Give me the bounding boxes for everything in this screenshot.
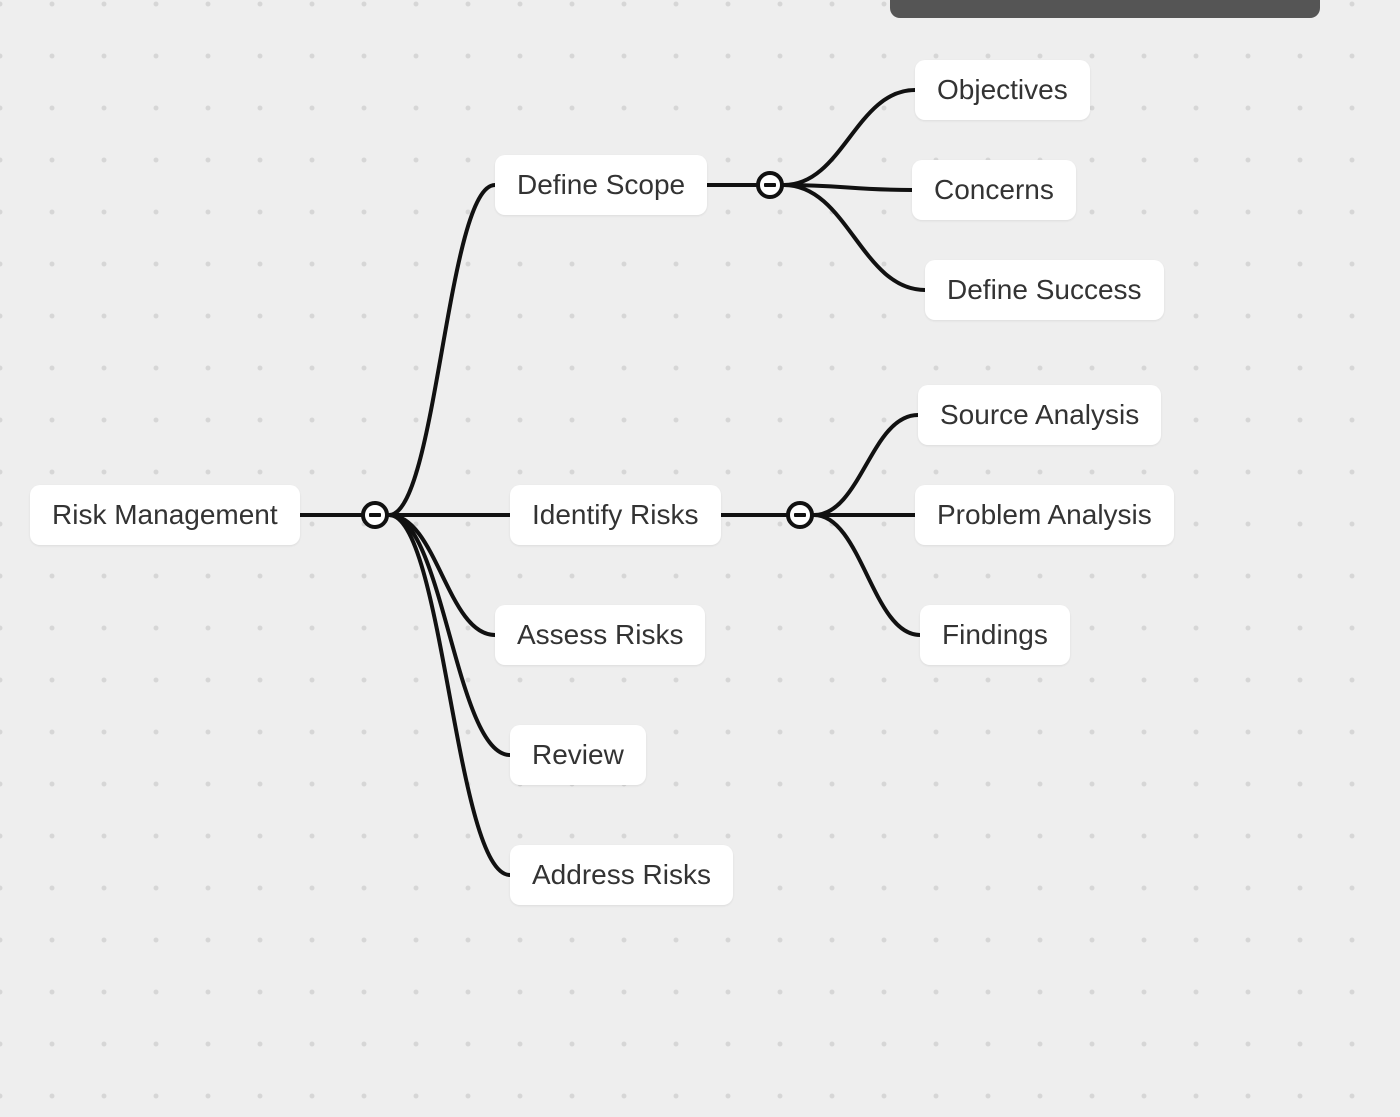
- edge: [784, 90, 915, 185]
- edge: [784, 185, 925, 290]
- node-source-analysis[interactable]: Source Analysis: [918, 385, 1161, 445]
- minus-icon: [369, 513, 381, 517]
- node-identify-risks[interactable]: Identify Risks: [510, 485, 721, 545]
- root-toggle[interactable]: [361, 501, 389, 529]
- identify-toggle[interactable]: [786, 501, 814, 529]
- mindmap-canvas[interactable]: Risk Management Define Scope Identify Risk…: [0, 0, 1400, 1117]
- edge: [389, 515, 510, 875]
- edge: [814, 515, 920, 635]
- minus-icon: [764, 183, 776, 187]
- edge: [389, 185, 495, 515]
- node-root[interactable]: Risk Management: [30, 485, 300, 545]
- node-problem-analysis[interactable]: Problem Analysis: [915, 485, 1174, 545]
- node-define-success[interactable]: Define Success: [925, 260, 1164, 320]
- node-define-scope[interactable]: Define Scope: [495, 155, 707, 215]
- edge: [784, 185, 912, 190]
- node-concerns[interactable]: Concerns: [912, 160, 1076, 220]
- node-address-risks[interactable]: Address Risks: [510, 845, 733, 905]
- scope-toggle[interactable]: [756, 171, 784, 199]
- toolbar-stub: [890, 0, 1320, 18]
- node-objectives[interactable]: Objectives: [915, 60, 1090, 120]
- minus-icon: [794, 513, 806, 517]
- node-assess-risks[interactable]: Assess Risks: [495, 605, 705, 665]
- node-findings[interactable]: Findings: [920, 605, 1070, 665]
- edge: [814, 415, 918, 515]
- edge: [389, 515, 495, 635]
- node-review[interactable]: Review: [510, 725, 646, 785]
- edge: [389, 515, 510, 755]
